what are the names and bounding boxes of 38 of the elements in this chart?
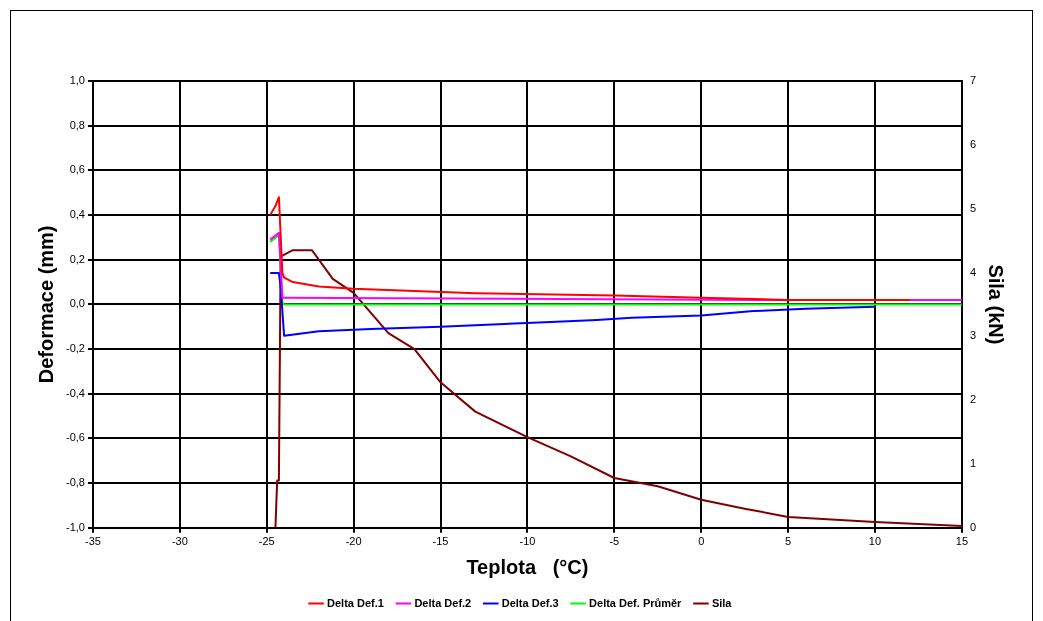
y2-tick-label: 0 xyxy=(969,520,977,533)
x-tick-label: -30 xyxy=(171,535,188,548)
y-tick-label: 0,4 xyxy=(69,208,85,221)
y2-tick-label: 4 xyxy=(969,265,977,278)
y2-tick-label: 6 xyxy=(969,137,977,150)
legend-label: Delta Def. Průměr xyxy=(589,596,683,609)
x-tick-label: -10 xyxy=(519,535,536,548)
y-tick-label: 0,8 xyxy=(69,118,85,131)
y2-tick-label: 7 xyxy=(969,74,977,87)
y2-tick-label: 2 xyxy=(969,393,977,406)
y-tick-label: -0,8 xyxy=(65,476,85,489)
y2-axis-title: Sila (kN) xyxy=(985,264,1008,345)
y-axis-title: Deformace (mm) xyxy=(34,225,57,384)
legend-label: Sila xyxy=(711,596,733,609)
legend-label: Delta Def.1 xyxy=(327,596,384,609)
y-tick-label: -1,0 xyxy=(65,520,85,533)
x-tick-label: -5 xyxy=(609,535,620,548)
y-tick-label: 0,0 xyxy=(69,297,85,310)
legend-label: Delta Def.3 xyxy=(501,596,559,609)
y-tick-label: 1,0 xyxy=(69,74,85,87)
x-tick-label: 5 xyxy=(785,535,792,548)
y-tick-label: -0,6 xyxy=(65,431,85,444)
x-axis-title: Teplota (°C) xyxy=(466,555,589,578)
x-tick-label: -35 xyxy=(85,535,101,548)
y-tick-label: -0,2 xyxy=(65,342,85,355)
y2-tick-label: 5 xyxy=(969,201,977,214)
x-tick-label: 10 xyxy=(868,535,882,548)
legend-label: Delta Def.2 xyxy=(414,596,472,609)
x-tick-label: -25 xyxy=(258,535,275,548)
y2-tick-label: 1 xyxy=(969,457,977,469)
y-tick-label: -0,4 xyxy=(65,386,85,399)
x-tick-label: -15 xyxy=(432,535,449,548)
y2-tick-label: 3 xyxy=(969,329,977,342)
x-tick-label: 15 xyxy=(955,535,969,548)
y-tick-label: 0,2 xyxy=(69,252,85,265)
x-tick-label: 0 xyxy=(698,535,705,548)
x-tick-label: -20 xyxy=(345,535,362,548)
y-tick-label: 0,6 xyxy=(69,163,85,176)
